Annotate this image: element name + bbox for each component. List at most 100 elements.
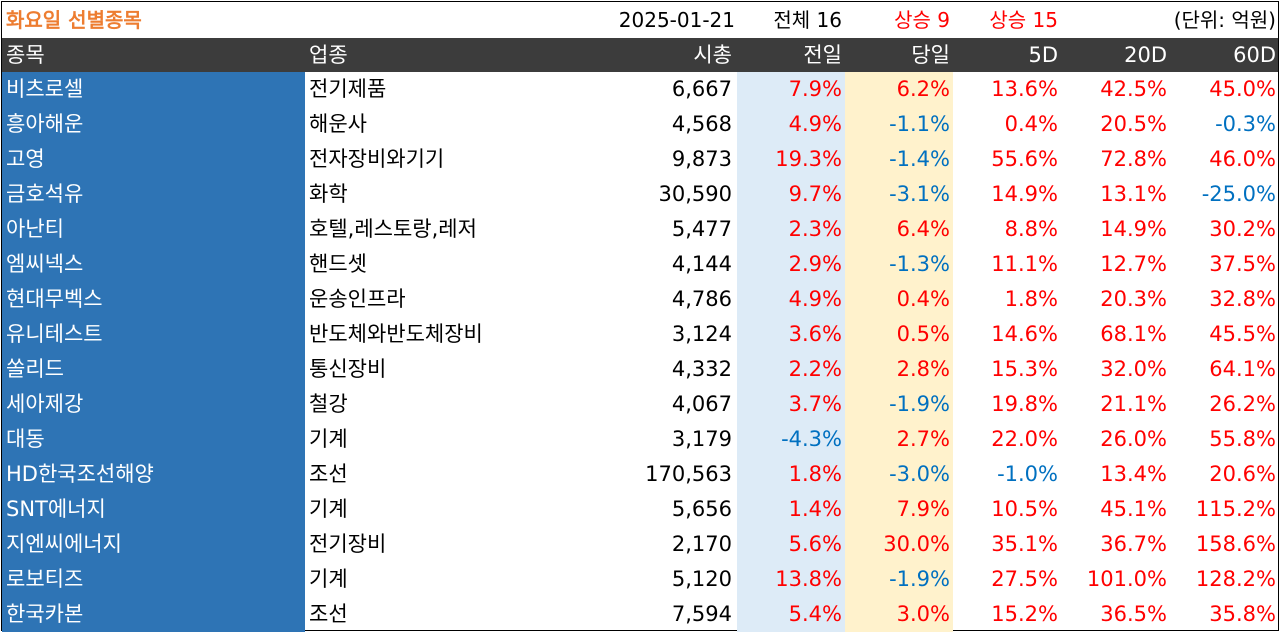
sector-cell[interactable]: 전기장비 — [309, 532, 387, 556]
sector-cell[interactable]: 핸드셋 — [309, 252, 367, 276]
header-sector[interactable]: 업종 — [309, 43, 348, 67]
market-cap-cell[interactable]: 30,590 — [658, 182, 732, 206]
change-prev-cell[interactable]: 19.3% — [737, 142, 845, 177]
change-20d-cell[interactable]: 36.5% — [1100, 602, 1167, 626]
table-row[interactable]: 현대무벡스 운송인프라 4,786 4.9% 0.4% 1.8% 20.3% 32.8% — [2, 282, 1278, 317]
market-cap-cell[interactable]: 6,667 — [671, 77, 732, 101]
change-today-cell[interactable]: -1.3% — [845, 247, 953, 282]
change-5d-cell[interactable]: 8.8% — [1004, 217, 1058, 241]
table-row[interactable]: 금호석유 화학 30,590 9.7% -3.1% 14.9% 13.1% -25.0% — [2, 177, 1278, 212]
change-60d-cell[interactable]: 30.2% — [1209, 217, 1276, 241]
header-60d[interactable]: 60D — [1233, 43, 1276, 67]
change-5d-cell[interactable]: 27.5% — [991, 567, 1058, 591]
stock-name-cell[interactable]: 유니테스트 — [2, 317, 305, 352]
change-today-cell[interactable]: 0.4% — [845, 282, 953, 317]
change-prev-cell[interactable]: 2.3% — [737, 212, 845, 247]
change-prev-cell[interactable]: 5.6% — [737, 527, 845, 562]
market-cap-cell[interactable]: 9,873 — [671, 147, 732, 171]
change-60d-cell[interactable]: 35.8% — [1209, 602, 1276, 626]
market-cap-cell[interactable]: 4,067 — [671, 392, 732, 416]
market-cap-cell[interactable]: 4,786 — [671, 287, 732, 311]
table-row[interactable]: 비츠로셀 전기제품 6,667 7.9% 6.2% 13.6% 42.5% 45.0% — [2, 72, 1278, 107]
sector-cell[interactable]: 화학 — [309, 182, 348, 206]
change-20d-cell[interactable]: 20.3% — [1100, 287, 1167, 311]
change-today-cell[interactable]: -3.0% — [845, 457, 953, 492]
change-prev-cell[interactable]: 5.4% — [737, 597, 845, 632]
stock-name-cell[interactable]: 쏠리드 — [2, 352, 305, 387]
change-20d-cell[interactable]: 12.7% — [1100, 252, 1167, 276]
market-cap-cell[interactable]: 4,144 — [671, 252, 732, 276]
change-20d-cell[interactable]: 14.9% — [1100, 217, 1167, 241]
header-today[interactable]: 당일 — [911, 43, 950, 67]
market-cap-cell[interactable]: 7,594 — [671, 602, 732, 626]
table-row[interactable]: 흥아해운 해운사 4,568 4.9% -1.1% 0.4% 20.5% -0.3% — [2, 107, 1278, 142]
change-60d-cell[interactable]: 55.8% — [1209, 427, 1276, 451]
sector-cell[interactable]: 철강 — [309, 392, 348, 416]
market-cap-cell[interactable]: 3,124 — [671, 322, 732, 346]
change-5d-cell[interactable]: 0.4% — [1004, 112, 1058, 136]
change-today-cell[interactable]: 7.9% — [845, 492, 953, 527]
change-20d-cell[interactable]: 68.1% — [1100, 322, 1167, 346]
sector-cell[interactable]: 전자장비와기기 — [309, 147, 445, 171]
change-today-cell[interactable]: -1.9% — [845, 387, 953, 422]
stock-name-cell[interactable]: 금호석유 — [2, 177, 305, 212]
header-20d[interactable]: 20D — [1124, 43, 1167, 67]
change-prev-cell[interactable]: 3.7% — [737, 387, 845, 422]
change-60d-cell[interactable]: 37.5% — [1209, 252, 1276, 276]
market-cap-cell[interactable]: 5,120 — [671, 567, 732, 591]
stock-name-cell[interactable]: 현대무벡스 — [2, 282, 305, 317]
change-today-cell[interactable]: 0.5% — [845, 317, 953, 352]
table-row[interactable]: 유니테스트 반도체와반도체장비 3,124 3.6% 0.5% 14.6% 68.1% 45.… — [2, 317, 1278, 352]
table-row[interactable]: 쏠리드 통신장비 4,332 2.2% 2.8% 15.3% 32.0% 64.1% — [2, 352, 1278, 387]
change-5d-cell[interactable]: 35.1% — [991, 532, 1058, 556]
change-5d-cell[interactable]: -1.0% — [997, 462, 1058, 486]
change-prev-cell[interactable]: 1.8% — [737, 457, 845, 492]
header-prev[interactable]: 전일 — [803, 43, 842, 67]
change-5d-cell[interactable]: 15.2% — [991, 602, 1058, 626]
table-row[interactable]: 지엔씨에너지 전기장비 2,170 5.6% 30.0% 35.1% 36.7% 158.6% — [2, 527, 1278, 562]
change-today-cell[interactable]: -3.1% — [845, 177, 953, 212]
stock-name-cell[interactable]: 엠씨넥스 — [2, 247, 305, 282]
change-prev-cell[interactable]: 4.9% — [737, 282, 845, 317]
change-today-cell[interactable]: 6.2% — [845, 72, 953, 107]
change-prev-cell[interactable]: 2.9% — [737, 247, 845, 282]
change-prev-cell[interactable]: -4.3% — [737, 422, 845, 457]
table-row[interactable]: 세아제강 철강 4,067 3.7% -1.9% 19.8% 21.1% 26.2% — [2, 387, 1278, 422]
stock-name-cell[interactable]: 지엔씨에너지 — [2, 527, 305, 562]
stock-name-cell[interactable]: 세아제강 — [2, 387, 305, 422]
sector-cell[interactable]: 전기제품 — [309, 77, 387, 101]
change-60d-cell[interactable]: 26.2% — [1209, 392, 1276, 416]
sector-cell[interactable]: 기계 — [309, 567, 348, 591]
stock-name-cell[interactable]: 로보티즈 — [2, 562, 305, 597]
change-today-cell[interactable]: 2.8% — [845, 352, 953, 387]
change-60d-cell[interactable]: 20.6% — [1209, 462, 1276, 486]
table-row[interactable]: 로보티즈 기계 5,120 13.8% -1.9% 27.5% 101.0% 128.2% — [2, 562, 1278, 597]
stock-name-cell[interactable]: SNT에너지 — [2, 492, 305, 527]
sector-cell[interactable]: 해운사 — [309, 112, 367, 136]
change-60d-cell[interactable]: 45.0% — [1209, 77, 1276, 101]
change-20d-cell[interactable]: 21.1% — [1100, 392, 1167, 416]
table-row[interactable]: 아난티 호텔,레스토랑,레저 5,477 2.3% 6.4% 8.8% 14.9% 30.2% — [2, 212, 1278, 247]
change-prev-cell[interactable]: 7.9% — [737, 72, 845, 107]
sector-cell[interactable]: 조선 — [309, 602, 348, 626]
change-60d-cell[interactable]: 46.0% — [1209, 147, 1276, 171]
sector-cell[interactable]: 운송인프라 — [309, 287, 406, 311]
change-60d-cell[interactable]: -0.3% — [1215, 112, 1276, 136]
change-5d-cell[interactable]: 11.1% — [991, 252, 1058, 276]
change-prev-cell[interactable]: 3.6% — [737, 317, 845, 352]
change-5d-cell[interactable]: 19.8% — [991, 392, 1058, 416]
sector-cell[interactable]: 통신장비 — [309, 357, 387, 381]
change-today-cell[interactable]: -1.9% — [845, 562, 953, 597]
stock-name-cell[interactable]: 아난티 — [2, 212, 305, 247]
sector-cell[interactable]: 조선 — [309, 462, 348, 486]
change-today-cell[interactable]: 30.0% — [845, 527, 953, 562]
market-cap-cell[interactable]: 4,568 — [671, 112, 732, 136]
change-prev-cell[interactable]: 4.9% — [737, 107, 845, 142]
change-today-cell[interactable]: 6.4% — [845, 212, 953, 247]
change-20d-cell[interactable]: 13.4% — [1100, 462, 1167, 486]
table-row[interactable]: 고영 전자장비와기기 9,873 19.3% -1.4% 55.6% 72.8% 46.0% — [2, 142, 1278, 177]
change-60d-cell[interactable]: 45.5% — [1209, 322, 1276, 346]
table-row[interactable]: 엠씨넥스 핸드셋 4,144 2.9% -1.3% 11.1% 12.7% 37.5% — [2, 247, 1278, 282]
change-20d-cell[interactable]: 101.0% — [1086, 567, 1167, 591]
change-20d-cell[interactable]: 26.0% — [1100, 427, 1167, 451]
